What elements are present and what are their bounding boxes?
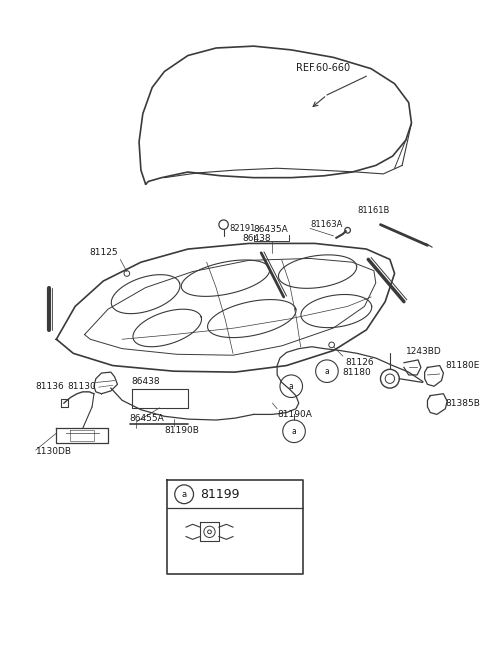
Text: 81161B: 81161B	[357, 206, 389, 215]
Text: a: a	[324, 367, 329, 376]
Text: a: a	[292, 427, 297, 436]
Text: 81163A: 81163A	[310, 220, 342, 229]
Text: a: a	[181, 490, 187, 498]
Circle shape	[175, 485, 193, 504]
Text: 81125: 81125	[89, 248, 118, 257]
Circle shape	[208, 530, 211, 534]
Circle shape	[316, 360, 338, 383]
Text: 81190A: 81190A	[277, 410, 312, 419]
Circle shape	[280, 375, 302, 398]
Circle shape	[283, 420, 305, 443]
Text: 81130: 81130	[68, 382, 96, 391]
Text: 1130DB: 1130DB	[36, 447, 72, 457]
Text: 81180E: 81180E	[445, 361, 480, 370]
Text: 81199: 81199	[200, 488, 240, 500]
Text: REF.60-660: REF.60-660	[296, 64, 350, 73]
Text: a: a	[289, 382, 294, 391]
Text: 86438: 86438	[242, 234, 271, 244]
Text: 81385B: 81385B	[445, 399, 480, 407]
Text: 81126: 81126	[346, 358, 374, 367]
Text: 1243BD: 1243BD	[406, 347, 442, 356]
Text: 81136: 81136	[36, 382, 64, 391]
Text: 86455A: 86455A	[130, 415, 164, 423]
Text: 81180: 81180	[342, 367, 371, 377]
Text: 81190B: 81190B	[165, 426, 199, 435]
Text: 86438: 86438	[132, 377, 160, 386]
Text: 86435A: 86435A	[253, 225, 288, 234]
Text: 82191: 82191	[229, 224, 256, 233]
